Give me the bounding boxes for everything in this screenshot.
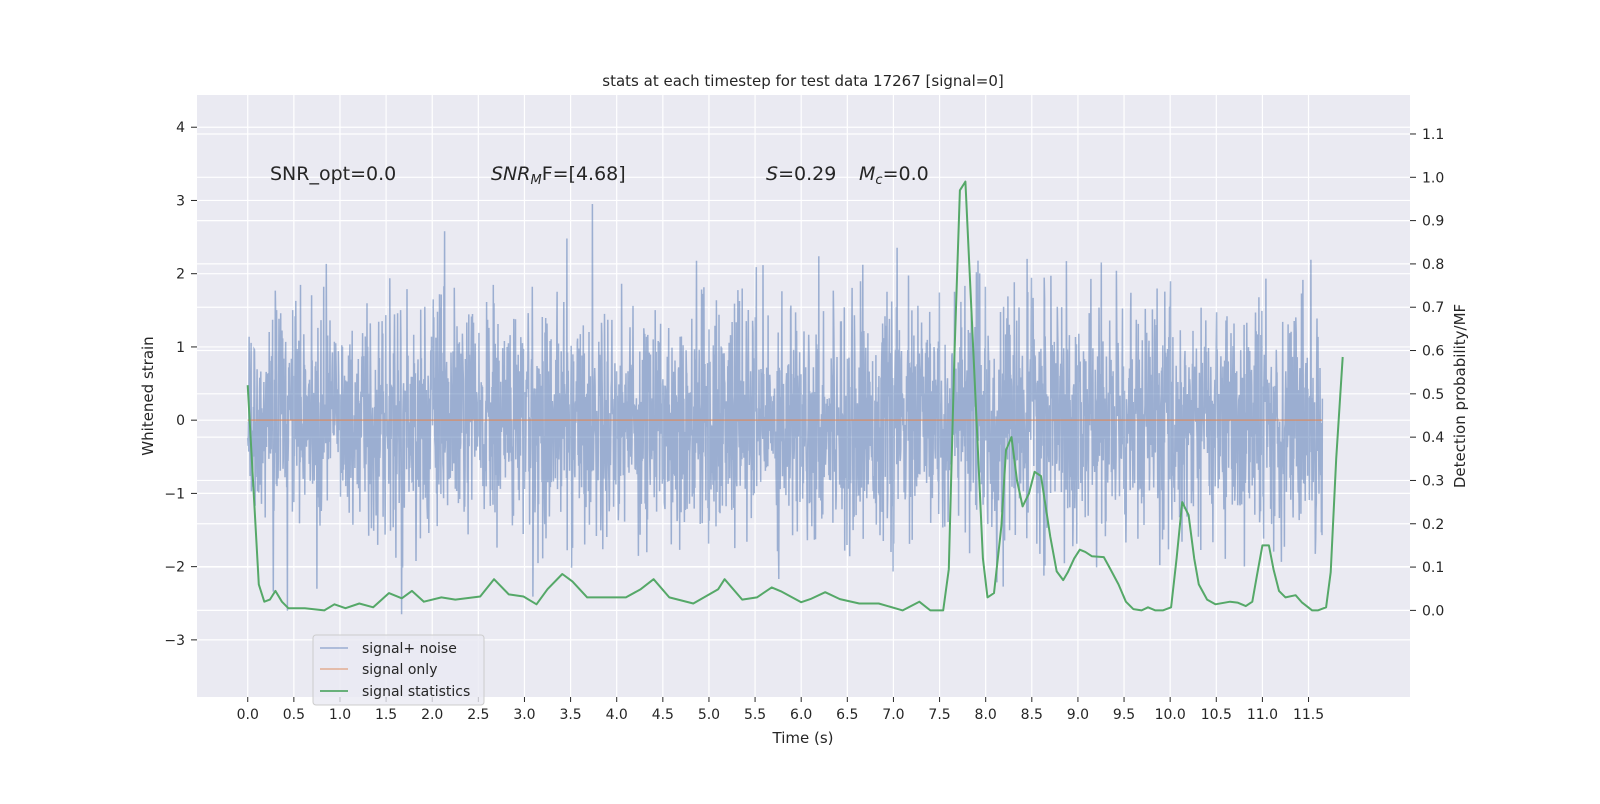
x-tick-label: 10.5 xyxy=(1201,707,1232,723)
x-tick-label: 5.0 xyxy=(698,707,720,723)
y-right-tick-label: 0.4 xyxy=(1422,430,1444,446)
x-tick-label: 8.5 xyxy=(1021,707,1043,723)
y-right-tick-label: 1.1 xyxy=(1422,127,1444,143)
x-tick-label: 0.0 xyxy=(237,707,259,723)
chart-title: stats at each timestep for test data 172… xyxy=(602,72,1003,90)
annotation-s: S=0.29 xyxy=(766,163,836,185)
annotation-snr-mf: SNRMF=[4.68] xyxy=(491,163,626,188)
noise-line xyxy=(246,203,1324,615)
y-tick-label: 2 xyxy=(176,267,185,283)
series-signal-statistics xyxy=(246,180,1344,612)
x-tick-label: 4.5 xyxy=(652,707,674,723)
x-tick-label: 6.5 xyxy=(836,707,858,723)
x-tick-label: 9.5 xyxy=(1113,707,1135,723)
x-ticks: 0.0 0.5 1.0 1.5 2.0 2.5 3.0 3.5 4.0 4.5 5.0 5.5 6.0 6… xyxy=(237,697,1324,723)
x-tick-label: 10.0 xyxy=(1155,707,1186,723)
x-tick-label: 1.5 xyxy=(375,707,397,723)
x-tick-label: 2.5 xyxy=(467,707,489,723)
signal-statistics-line xyxy=(246,180,1344,612)
x-tick-label: 6.0 xyxy=(790,707,812,723)
y-ticks-left: −3 −2 −1 0 1 2 3 4 xyxy=(164,120,197,649)
x-tick-label: 11.0 xyxy=(1247,707,1278,723)
annotation-mc: Mc=0.0 xyxy=(859,163,929,188)
x-tick-label: 3.0 xyxy=(513,707,535,723)
x-tick-label: 11.5 xyxy=(1293,707,1324,723)
x-tick-label: 1.0 xyxy=(329,707,351,723)
y-axis-label: Whitened strain xyxy=(139,336,157,455)
y-axis-label-right: Detection probability/MF xyxy=(1451,304,1469,488)
y-tick-label: −3 xyxy=(164,633,185,649)
x-tick-label: 9.0 xyxy=(1067,707,1089,723)
x-tick-label: 8.0 xyxy=(975,707,997,723)
y-right-tick-label: 0.5 xyxy=(1422,387,1444,403)
legend-label-signal-noise: signal+ noise xyxy=(362,641,457,657)
annotation-snr-opt: SNR_opt=0.0 xyxy=(270,163,396,185)
x-tick-label: 4.0 xyxy=(606,707,628,723)
y-tick-label: 1 xyxy=(176,340,185,356)
x-axis-label: Time (s) xyxy=(772,729,834,747)
x-tick-label: 2.0 xyxy=(421,707,443,723)
y-tick-label: −2 xyxy=(164,560,185,576)
y-ticks-right: 0.0 0.1 0.2 0.3 0.4 0.5 0.6 0.7 0.8 0.9 1.0 1.1 xyxy=(1410,127,1444,619)
y-right-tick-label: 0.2 xyxy=(1422,517,1444,533)
y-right-tick-label: 0.9 xyxy=(1422,214,1444,230)
y-right-tick-label: 0.7 xyxy=(1422,300,1444,316)
y-right-tick-label: 0.8 xyxy=(1422,257,1444,273)
y-tick-label: −1 xyxy=(164,486,185,502)
legend-box xyxy=(312,634,485,706)
x-tick-label: 3.5 xyxy=(559,707,581,723)
legend-label-signal-only: signal only xyxy=(362,662,437,678)
y-tick-label: 4 xyxy=(176,120,185,136)
y-right-tick-label: 1.0 xyxy=(1422,170,1444,186)
y-right-tick-label: 0.3 xyxy=(1422,473,1444,489)
y-right-tick-label: 0.1 xyxy=(1422,560,1444,576)
x-tick-label: 5.5 xyxy=(744,707,766,723)
y-right-tick-label: 0.0 xyxy=(1422,603,1444,619)
annotations: SNR_opt=0.0 SNRMF=[4.68] S=0.29 Mc=0.0 xyxy=(270,163,929,188)
legend: signal+ noise signal only signal statist… xyxy=(312,634,485,706)
x-tick-label: 7.5 xyxy=(928,707,950,723)
y-tick-label: 3 xyxy=(176,193,185,209)
x-tick-label: 0.5 xyxy=(283,707,305,723)
legend-label-signal-statistics: signal statistics xyxy=(362,684,470,700)
series-signal-noise xyxy=(246,203,1324,615)
y-tick-label: 0 xyxy=(176,413,185,429)
y-right-tick-label: 0.6 xyxy=(1422,344,1444,360)
x-tick-label: 7.0 xyxy=(882,707,904,723)
